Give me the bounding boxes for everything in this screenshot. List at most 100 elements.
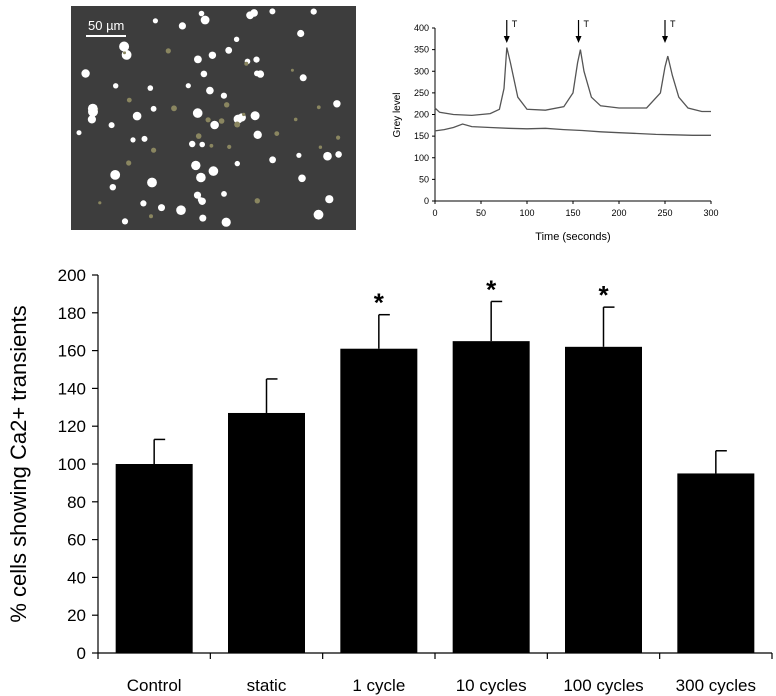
bar-ytick-label: 80 bbox=[67, 493, 86, 512]
micrograph-cell bbox=[192, 108, 203, 118]
micrograph-cell bbox=[121, 50, 132, 60]
micrograph-cell bbox=[269, 156, 276, 164]
micrograph-cell bbox=[293, 117, 298, 122]
micrograph-cell bbox=[290, 68, 294, 72]
micrograph-cell bbox=[147, 177, 157, 188]
bar-ytick-label: 160 bbox=[58, 342, 86, 361]
micrograph-cell bbox=[250, 111, 260, 121]
micrograph-cell bbox=[185, 83, 191, 89]
trace-ytick-label: 200 bbox=[414, 110, 429, 120]
bar-category-label: 10 cycles bbox=[456, 676, 527, 695]
bar-ytick-label: 120 bbox=[58, 417, 86, 436]
micrograph-cell bbox=[200, 70, 208, 78]
significance-asterisk: * bbox=[374, 288, 385, 318]
micrograph-cell bbox=[336, 135, 341, 140]
trace-xtick-label: 300 bbox=[703, 208, 718, 218]
scale-bar-label: 50 µm bbox=[88, 18, 124, 33]
micrograph-cell bbox=[233, 36, 240, 42]
micrograph-cell bbox=[197, 197, 204, 203]
trace-xtick-label: 100 bbox=[519, 208, 534, 218]
trace-marker-label: T bbox=[584, 19, 590, 29]
micrograph-cell bbox=[242, 112, 246, 117]
micrograph-cell bbox=[150, 105, 157, 112]
micrograph-cell bbox=[140, 200, 147, 207]
micrograph-cell bbox=[123, 51, 126, 55]
trace-marker-label: T bbox=[512, 19, 518, 29]
micrograph-cell bbox=[208, 166, 219, 176]
micrograph-cell bbox=[119, 41, 130, 52]
micrograph-cell bbox=[151, 147, 157, 153]
bar-category-label: 100 cycles bbox=[563, 676, 643, 695]
micrograph-cell bbox=[225, 46, 233, 54]
micrograph-cell bbox=[178, 22, 186, 30]
micrograph-cell bbox=[221, 217, 231, 227]
micrograph-cell bbox=[323, 151, 332, 161]
micrograph-cell bbox=[196, 172, 206, 183]
bar-300-cycles bbox=[677, 473, 755, 653]
trace-xtick-label: 200 bbox=[611, 208, 626, 218]
bar-ytick-label: 40 bbox=[67, 568, 86, 587]
micrograph-cell bbox=[108, 122, 115, 129]
micrograph-background bbox=[71, 6, 356, 230]
bar-category-label: 300 cycles bbox=[676, 676, 756, 695]
bar-10-cycles bbox=[452, 341, 530, 653]
trace-ytick-label: 0 bbox=[424, 196, 429, 206]
trace-ytick-label: 350 bbox=[414, 45, 429, 55]
micrograph-cell bbox=[171, 105, 177, 112]
micrograph-cell bbox=[126, 160, 132, 166]
grey-level-trace-chart: 0 50 100 150 200 250 300 350 400 0 50 100 150 200 250 3… bbox=[392, 19, 719, 243]
micrograph-cell bbox=[316, 105, 321, 110]
micrograph-cell bbox=[269, 8, 276, 15]
micrograph-cell bbox=[224, 102, 230, 108]
micrograph-cell bbox=[246, 11, 255, 20]
micrograph-cell bbox=[152, 18, 158, 24]
micrograph-cell bbox=[210, 120, 219, 130]
trace-series-line-2 bbox=[434, 123, 711, 136]
bar-100-cycles bbox=[565, 346, 642, 653]
micrograph-cell bbox=[113, 83, 119, 89]
trace-ytick-label: 100 bbox=[414, 153, 429, 163]
bar-category-label: 1 cycle bbox=[352, 676, 405, 695]
micrograph-cell bbox=[198, 10, 205, 17]
trace-marker-arrowhead bbox=[662, 36, 668, 43]
bar-ytick-label: 180 bbox=[58, 304, 86, 323]
micrograph-cell bbox=[254, 198, 260, 204]
micrograph-cell bbox=[325, 195, 334, 204]
micrograph-cell bbox=[313, 209, 324, 220]
micrograph-cell bbox=[193, 191, 202, 199]
micrograph-cell bbox=[234, 160, 240, 167]
micrograph-cell bbox=[194, 55, 202, 64]
micrograph-cell bbox=[98, 201, 102, 205]
trace-ytick-label: 250 bbox=[414, 88, 429, 98]
micrograph-cell bbox=[253, 56, 260, 63]
bar-static bbox=[228, 412, 305, 653]
micrograph-cell bbox=[195, 133, 202, 139]
trace-ytick-label: 150 bbox=[414, 131, 429, 141]
micrograph-cell bbox=[141, 135, 148, 142]
micrograph-cell bbox=[205, 117, 211, 123]
bar-control bbox=[115, 464, 193, 653]
micrograph-cell bbox=[126, 97, 132, 103]
micrograph-cell bbox=[298, 174, 306, 183]
micrograph-cell bbox=[253, 130, 262, 139]
trace-ytick-label: 400 bbox=[414, 23, 429, 33]
micrograph-cell bbox=[218, 118, 225, 124]
bar-category-label: Control bbox=[127, 676, 182, 695]
bar-ytick-label: 0 bbox=[77, 644, 86, 663]
micrograph-cell bbox=[296, 152, 302, 158]
micrograph-cell bbox=[244, 61, 249, 66]
micrograph-cell bbox=[221, 191, 227, 197]
micrograph-cell bbox=[81, 69, 90, 78]
micrograph-cell bbox=[132, 111, 142, 121]
bar-ylabel: % cells showing Ca2+ transients bbox=[6, 305, 31, 622]
micrograph-cell bbox=[110, 170, 121, 180]
micrograph-cell bbox=[121, 218, 129, 225]
trace-ytick-label: 300 bbox=[414, 66, 429, 76]
micrograph-cell bbox=[109, 184, 116, 191]
micrograph-cell bbox=[165, 48, 171, 54]
trace-marker-arrowhead bbox=[503, 36, 510, 43]
micrograph-cell bbox=[310, 8, 317, 15]
micrograph-cell bbox=[208, 51, 217, 59]
micrograph-cells bbox=[76, 8, 342, 227]
bar-ytick-label: 100 bbox=[58, 455, 86, 474]
